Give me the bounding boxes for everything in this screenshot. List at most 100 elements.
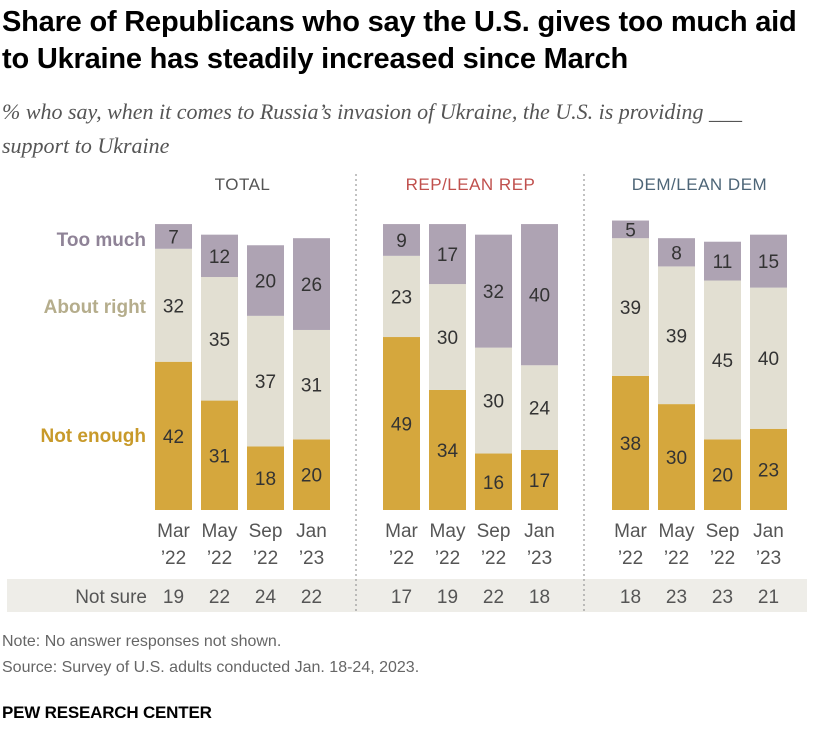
x-tick-label: Sep: [249, 521, 283, 542]
bar-segment: [155, 224, 192, 249]
bar-segment: [293, 238, 330, 330]
not-sure-band: [7, 579, 807, 612]
data-label: 31: [301, 376, 322, 397]
bar-segment: [521, 365, 558, 450]
bar-segment: [201, 277, 238, 401]
bar-segment: [612, 220, 649, 239]
data-label: 17: [529, 471, 550, 492]
not-sure-label: Not sure: [75, 587, 147, 608]
x-tick-label: ’22: [161, 548, 186, 569]
stacked-bar-chart: Not sure Too much About right Not enough TOT…: [7, 174, 807, 614]
x-tick-label: May: [202, 521, 238, 542]
x-tick-label: May: [430, 521, 466, 542]
bar-segment: [293, 439, 330, 510]
bar-segment: [475, 453, 512, 510]
x-tick-label: Mar: [385, 521, 418, 542]
bar-segment: [155, 361, 192, 510]
legend-label: Too much: [57, 230, 146, 251]
x-tick-label: ’22: [481, 548, 506, 569]
bar-segment: [521, 449, 558, 510]
x-tick-label: Sep: [706, 521, 740, 542]
data-label: 16: [483, 473, 504, 494]
data-label: 32: [163, 296, 184, 317]
panel-header: REP/LEAN REP: [406, 175, 536, 194]
bar-segment: [521, 224, 558, 366]
data-label: 38: [620, 434, 641, 455]
data-label: 40: [529, 286, 550, 307]
data-label: 11: [713, 252, 733, 273]
data-label: 30: [666, 448, 687, 469]
bar-segment: [658, 266, 695, 405]
bar-segment: [247, 245, 284, 316]
not-sure-value: 19: [437, 587, 458, 608]
panel-header: DEM/LEAN DEM: [632, 175, 767, 194]
x-tick-label: ’22: [389, 548, 414, 569]
bar-segment: [750, 428, 787, 510]
bar-segment: [383, 224, 420, 256]
chart-source: Source: Survey of U.S. adults conducted …: [2, 659, 420, 676]
x-tick-label: ’22: [207, 548, 232, 569]
bar-segment: [201, 234, 238, 278]
data-label: 12: [209, 247, 230, 268]
data-label: 32: [483, 282, 504, 303]
x-tick-label: Mar: [614, 521, 647, 542]
data-label: 30: [483, 392, 504, 413]
bar-segment: [383, 255, 420, 338]
not-sure-value: 22: [483, 587, 504, 608]
bar-segment: [612, 238, 649, 376]
legend-label: About right: [44, 297, 147, 318]
x-tick-label: Jan: [753, 521, 784, 542]
bar-segment: [383, 337, 420, 510]
x-tick-label: ’22: [710, 548, 735, 569]
bar-segment: [658, 238, 695, 267]
not-sure-value: 22: [209, 587, 230, 608]
data-label: 18: [255, 469, 276, 490]
x-tick-label: ’22: [664, 548, 689, 569]
data-label: 15: [758, 252, 779, 273]
data-label: 39: [666, 326, 687, 347]
data-label: 23: [391, 287, 412, 308]
data-label: 8: [671, 243, 682, 264]
data-label: 42: [163, 427, 184, 448]
not-sure-value: 23: [666, 587, 687, 608]
bar-segment: [704, 280, 741, 440]
data-label: 30: [437, 328, 458, 349]
brand-name: PEW RESEARCH CENTER: [2, 703, 212, 722]
x-tick-label: ’22: [618, 548, 643, 569]
panel-header: TOTAL: [215, 175, 271, 194]
not-sure-value: 19: [163, 587, 184, 608]
not-sure-value: 17: [391, 587, 412, 608]
x-tick-label: ’23: [756, 548, 781, 569]
data-label: 31: [209, 446, 230, 467]
x-tick-label: Sep: [477, 521, 511, 542]
x-tick-label: ’23: [527, 548, 552, 569]
data-label: 23: [758, 460, 779, 481]
chart-title: Share of Republicans who say the U.S. gi…: [2, 6, 797, 75]
x-tick-label: Mar: [157, 521, 190, 542]
data-label: 39: [620, 298, 641, 319]
data-label: 7: [168, 227, 179, 248]
x-tick-label: Jan: [524, 521, 555, 542]
x-tick-label: ’22: [253, 548, 278, 569]
bar-segment: [750, 234, 787, 288]
bar-segment: [155, 248, 192, 362]
data-label: 20: [712, 466, 733, 487]
not-sure-value: 18: [620, 587, 641, 608]
bar-segment: [247, 446, 284, 510]
data-label: 20: [301, 466, 322, 487]
not-sure-value: 22: [301, 587, 322, 608]
bar-segment: [658, 404, 695, 510]
data-label: 24: [529, 399, 551, 420]
bar-segment: [201, 400, 238, 510]
chart-subtitle: % who say, when it comes to Russia’s inv…: [2, 99, 743, 158]
data-label: 34: [437, 441, 459, 462]
data-label: 9: [396, 231, 407, 252]
bar-segment: [704, 241, 741, 281]
bar-segment: [704, 439, 741, 510]
bar-segment: [429, 224, 466, 285]
data-label: 45: [712, 351, 733, 372]
x-tick-label: Jan: [296, 521, 327, 542]
data-label: 40: [758, 349, 779, 370]
chart-note: Note: No answer responses not shown.: [2, 633, 282, 650]
not-sure-value: 24: [255, 587, 277, 608]
